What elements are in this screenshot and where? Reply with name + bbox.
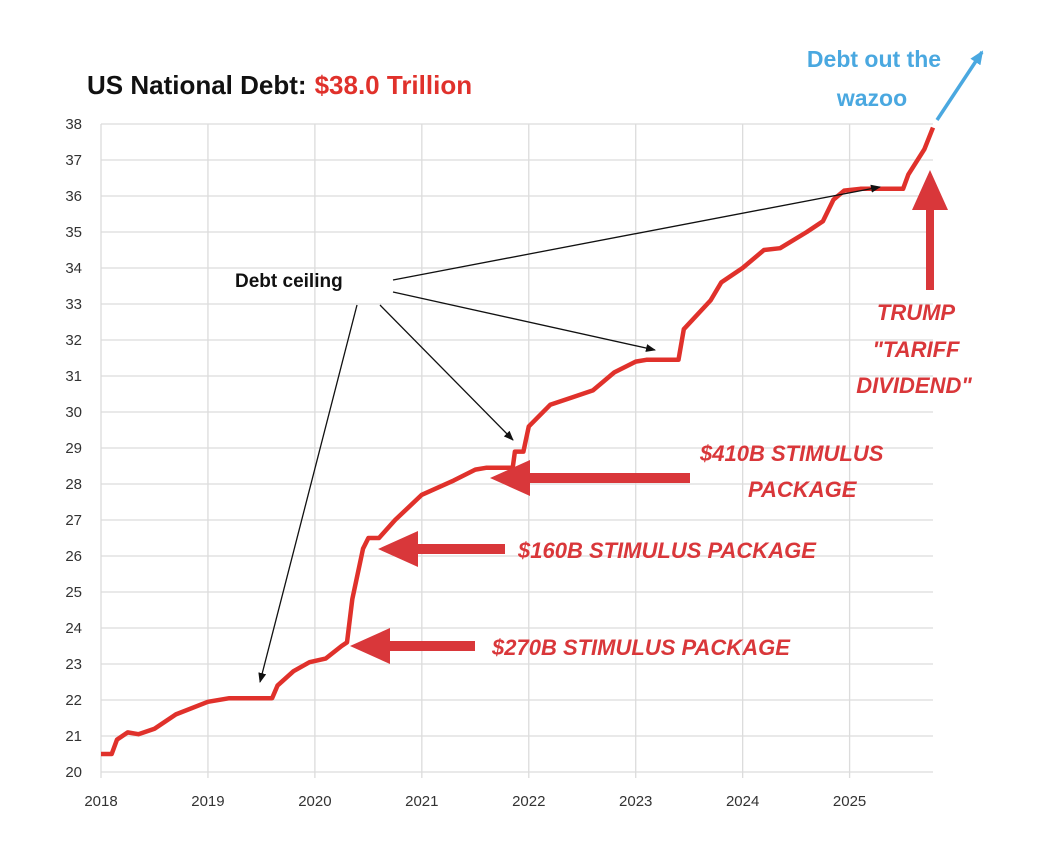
y-tick-label: 23 xyxy=(65,656,82,673)
debt-ceiling-arrow-2021 xyxy=(379,304,514,441)
x-tick-label: 2023 xyxy=(619,793,652,810)
x-tick-label: 2018 xyxy=(84,793,117,810)
y-tick-label: 32 xyxy=(65,332,82,349)
y-tick-label: 27 xyxy=(65,512,82,529)
wazoo-label-1: Debt out the xyxy=(807,46,941,72)
trump-label-1: TRUMP xyxy=(877,300,956,325)
wazoo-label-2: wazoo xyxy=(836,85,907,111)
stimulus-arrows xyxy=(350,170,948,664)
y-axis-ticks: 20 21 22 23 24 25 26 27 28 29 30 31 32 33 34 35 36 37 38 xyxy=(65,116,82,781)
y-tick-label: 28 xyxy=(65,476,82,493)
x-tick-label: 2021 xyxy=(405,793,438,810)
stimulus-160-label: $160B STIMULUS PACKAGE xyxy=(517,538,817,563)
trump-label-2: "TARIFF xyxy=(872,337,960,362)
y-tick-label: 25 xyxy=(65,584,82,601)
y-tick-label: 38 xyxy=(65,116,82,133)
x-axis-ticks: 2018 2019 2020 2021 2022 2023 2024 2025 xyxy=(84,793,866,810)
y-tick-label: 30 xyxy=(65,404,82,421)
trump-label-3: DIVIDEND" xyxy=(856,373,972,398)
arrow-up-icon xyxy=(912,170,948,290)
debt-ceiling-arrows xyxy=(258,184,881,683)
y-tick-label: 24 xyxy=(65,620,82,637)
debt-ceiling-label: Debt ceiling xyxy=(235,271,343,292)
y-tick-label: 35 xyxy=(65,224,82,241)
x-tick-label: 2024 xyxy=(726,793,759,810)
arrow-left-icon xyxy=(490,460,690,496)
debt-ceiling-arrow-2025 xyxy=(392,184,881,281)
y-tick-label: 20 xyxy=(65,764,82,781)
wazoo-arrow xyxy=(935,50,984,121)
debt-ceiling-arrow-2023 xyxy=(392,291,656,352)
y-tick-label: 33 xyxy=(65,296,82,313)
chart-title-value: $38.0 Trillion xyxy=(315,70,473,100)
arrow-left-icon xyxy=(350,628,475,664)
y-tick-label: 36 xyxy=(65,188,82,205)
stimulus-270-label: $270B STIMULUS PACKAGE xyxy=(491,635,791,660)
stimulus-410-label-2: PACKAGE xyxy=(748,477,858,502)
y-tick-label: 37 xyxy=(65,152,82,169)
y-tick-label: 34 xyxy=(65,260,82,277)
stimulus-410-label-1: $410B STIMULUS xyxy=(699,441,884,466)
debt-ceiling-arrow-2019 xyxy=(258,304,358,683)
chart-title-label: US National Debt: xyxy=(87,70,307,100)
chart-title: US National Debt: $38.0 Trillion xyxy=(87,70,472,100)
y-tick-label: 26 xyxy=(65,548,82,565)
x-tick-label: 2025 xyxy=(833,793,866,810)
gridlines xyxy=(100,123,933,778)
y-tick-label: 22 xyxy=(65,692,82,709)
x-tick-label: 2022 xyxy=(512,793,545,810)
arrow-left-icon xyxy=(378,531,505,567)
x-tick-label: 2020 xyxy=(298,793,331,810)
y-tick-label: 29 xyxy=(65,440,82,457)
y-tick-label: 21 xyxy=(65,728,82,745)
y-tick-label: 31 xyxy=(65,368,82,385)
x-tick-label: 2019 xyxy=(191,793,224,810)
